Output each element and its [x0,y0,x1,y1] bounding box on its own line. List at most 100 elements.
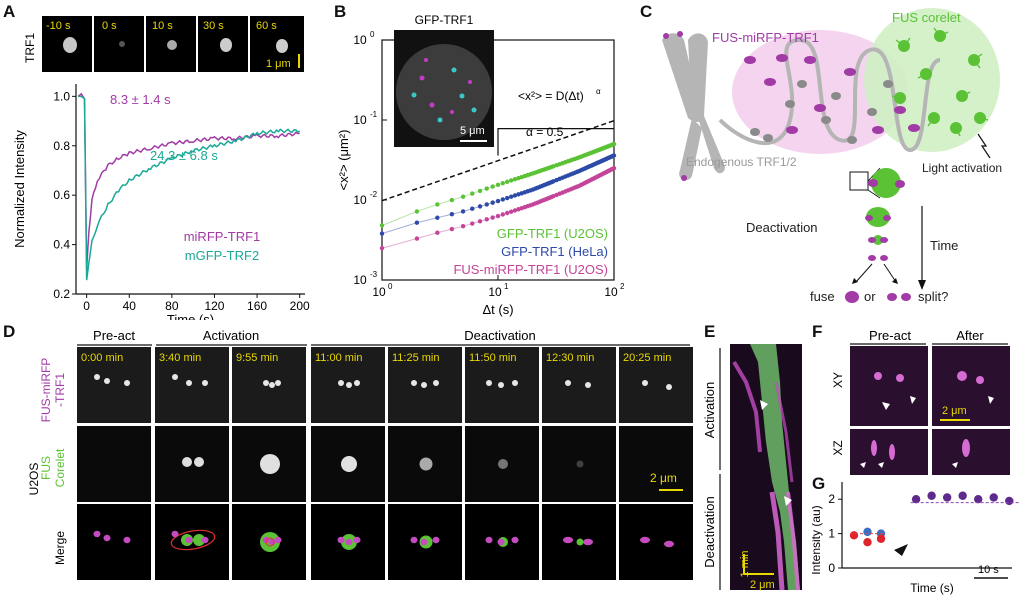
f-xz-after [932,429,1010,475]
f-row-xy: XY [831,372,845,388]
d-spot [269,382,275,388]
msd-chart: 10 -310 -210 -110 010 0 10 1 10 2Δt (s)<x²> (μm²)… [336,30,625,317]
zoom-box [849,171,869,191]
chromatin-fiber [718,37,941,153]
b-legend-1: GFP-TRF1 (HeLa) [501,244,608,259]
d-merge-spot [171,530,179,538]
d-scalebar-label: 2 μm [650,471,677,485]
frame-1-spot [63,37,77,53]
d-merge-green [193,534,205,546]
panel-label-e: E [704,322,716,341]
b-point-0 [449,197,455,203]
label-fuse: fuse [810,289,835,304]
d-row1-label-a: FUS-miRFP [39,358,53,423]
g-scalebar-label: 10 s [978,564,999,576]
b-point-1 [495,198,501,204]
b-point-1 [470,206,475,211]
a-xtick-label: 200 [290,299,310,313]
panel-a: TRF1 -10 s 0 s 10 s 30 s 60 s 1 μm 0.20.… [12,16,310,320]
b-xtick-exp: 1 [504,282,509,291]
d-row1-label-b: -TRF1 [53,373,67,407]
d-merge-spot [93,530,101,538]
b-legend-2: FUS-miRFP-TRF1 (U2OS) [453,262,608,277]
d-highlight-ellipse [170,529,216,551]
a-ytick-label: 0.4 [53,238,70,252]
d-img-r1 [542,347,616,423]
d-merge-spot [432,536,440,544]
d-spot [585,382,591,388]
inset-title: GFP-TRF1 [415,13,474,27]
b-point-2 [449,226,455,232]
a-legend-1: mGFP-TRF2 [185,248,259,263]
e-label-activation: Activation [702,382,717,438]
b-point-2 [414,236,420,241]
frame-2-spot [119,41,125,47]
g-chart: 0 1 2 [828,482,1020,575]
b-xtick-label: 10 [488,285,502,299]
b-slope-triangle [497,128,614,156]
g-point-purple [942,493,952,502]
b-point-1 [490,200,495,205]
d-spot [94,374,100,380]
g-point-purple [974,495,983,504]
b-point-0 [414,209,420,214]
d-spot [124,380,130,386]
d-time-label: 20:25 min [623,352,671,364]
d-corelet [194,457,204,467]
d-merge-spot [485,536,493,544]
b-point-2 [509,209,514,214]
d-row2-label-a: FUS [39,456,53,480]
b-xtick-label: 10 [604,285,618,299]
d-spot [512,380,518,386]
g-ytick-label: 2 [828,492,835,506]
b-point-2 [484,217,489,222]
d-merge-spot [664,540,674,548]
a-ytick-label: 1.0 [53,89,70,103]
label-deactivation: Deactivation [746,220,818,235]
d-merge-spot [185,536,193,544]
kymo-arrow-1 [760,400,768,410]
b-ytick-exp: -2 [370,190,378,199]
frame-3-spot [167,40,177,50]
e-scale-time: 1 min [739,551,751,578]
d-img-r3 [619,504,693,580]
d-image-grid: 0:00 min 3:40 min 9:55 min 11:00 min 11:25 m… [77,347,693,580]
msd-inset: GFP-TRF1 5 μm [394,13,494,147]
b-point-2 [460,224,466,229]
b-point-0 [512,177,518,182]
panel-label-g: G [812,474,826,493]
d-img-r1 [155,347,229,423]
b-point-0 [484,186,489,191]
g-point-red [876,534,886,543]
g-xlabel: Time (s) [910,581,954,595]
frame-scalebar-label: 1 μm [266,58,291,70]
g-point-red [863,538,872,547]
d-spot [411,380,417,386]
b-ytick-exp: -1 [370,110,378,119]
d-merge-spot [123,536,131,544]
b-point-1 [379,231,385,236]
d-img-r1 [77,347,151,423]
panel-label-c: C [640,2,653,21]
b-point-0 [495,182,501,187]
f-xy-pre [850,346,928,426]
b-point-1 [449,211,455,217]
frame-4-time: 30 s [203,20,224,32]
b-point-1 [484,202,489,207]
f-scalebar-label: 2 μm [942,405,967,417]
a-series-line-0 [77,92,300,269]
msd-equation-exponent: α [596,87,601,96]
b-xlabel: Δt (s) [482,302,513,317]
d-spot [202,380,208,386]
d-merge-spot [103,534,111,542]
d-corelet [576,460,584,468]
inset-scalebar-label: 5 μm [460,125,485,137]
b-point-2 [495,213,501,219]
b-point-2 [490,215,495,220]
light-bolt-icon [977,133,991,159]
label-split: split? [918,289,948,304]
b-ytick-label: 10 [353,33,367,47]
d-spot [338,380,344,386]
d-highlight-circle [265,537,275,547]
b-point-1 [414,220,420,225]
